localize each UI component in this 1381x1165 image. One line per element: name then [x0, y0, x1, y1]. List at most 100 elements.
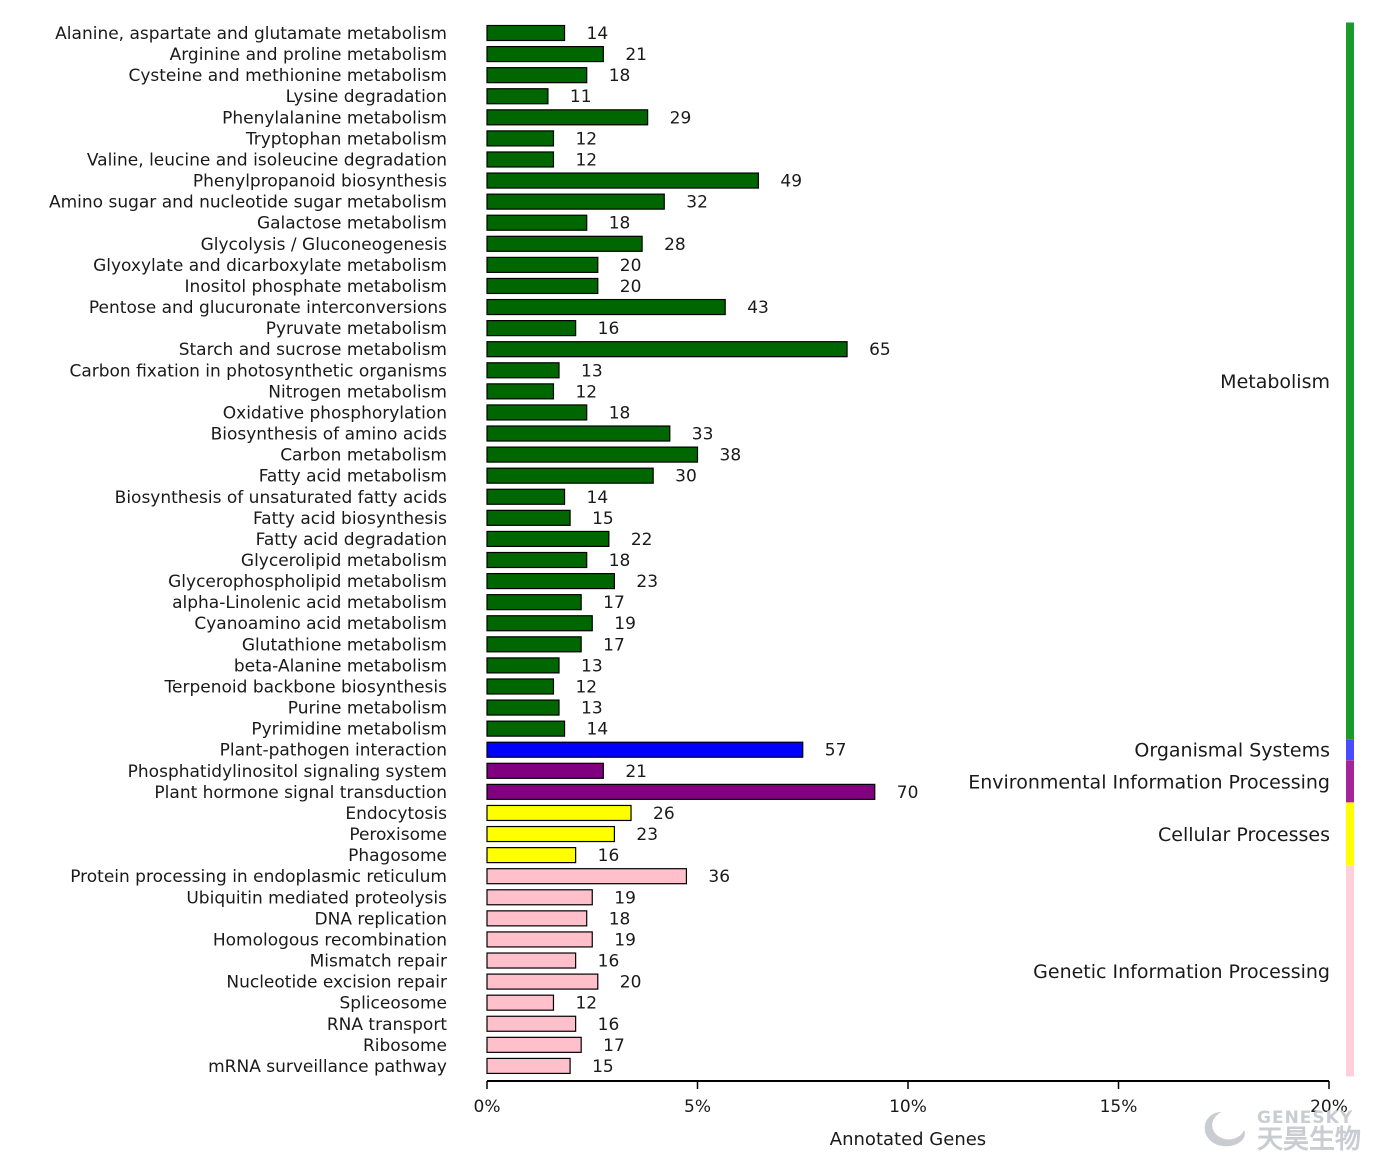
bar-nitrogen-metabolism: [486, 383, 555, 400]
group-label-cellular-processes: Cellular Processes: [1158, 824, 1330, 846]
category-label-phenylpropanoid-biosynthesis: Phenylpropanoid biosynthesis: [193, 172, 447, 192]
value-label-phagosome: 16: [598, 846, 620, 866]
group-labels-group: Metabolism Organismal Systems Environmenta…: [968, 371, 1330, 983]
category-label-mismatch-repair: Mismatch repair: [310, 952, 447, 972]
value-label-starch-and-sucrose-metabolism: 65: [869, 340, 891, 360]
x-tick-label: 5%: [684, 1097, 711, 1117]
value-label-pyruvate-metabolism: 16: [598, 319, 620, 339]
bar-carbon-metabolism: [486, 446, 699, 463]
category-label-fatty-acid-biosynthesis: Fatty acid biosynthesis: [253, 509, 447, 529]
category-label-alanine-aspartate-and-glutamate-metabolism: Alanine, aspartate and glutamate metabol…: [55, 24, 447, 44]
category-label-fatty-acid-metabolism: Fatty acid metabolism: [259, 467, 447, 487]
category-label-mrna-surveillance-pathway: mRNA surveillance pathway: [208, 1057, 447, 1077]
bar-alanine-aspartate-and-glutamate-metabolism: [486, 24, 566, 42]
x-tick-label: 0%: [474, 1097, 501, 1117]
group-label-environmental-information-processing: Environmental Information Processing: [968, 771, 1330, 793]
bar-carbon-fixation-in-photosynthetic-organisms: [486, 362, 560, 379]
value-label-plant-pathogen-interaction: 57: [825, 741, 847, 761]
value-label-glyoxylate-and-dicarboxylate-metabolism: 20: [620, 256, 642, 276]
x-tick-label: 15%: [1100, 1097, 1138, 1117]
bar-phenylalanine-metabolism: [486, 109, 649, 126]
watermark-cn: 天昊生物: [1257, 1125, 1361, 1155]
value-label-pyrimidine-metabolism: 14: [587, 720, 609, 740]
value-label-carbon-fixation-in-photosynthetic-organisms: 13: [581, 361, 603, 381]
value-label-fatty-acid-biosynthesis: 15: [592, 509, 614, 529]
category-label-nucleotide-excision-repair: Nucleotide excision repair: [226, 973, 447, 993]
value-label-homologous-recombination: 19: [614, 930, 636, 950]
value-label-glycerophospholipid-metabolism: 23: [636, 572, 658, 592]
bar-glycerolipid-metabolism: [486, 551, 588, 569]
value-label-beta-alanine-metabolism: 13: [581, 656, 603, 676]
value-label-dna-replication: 18: [609, 909, 631, 929]
value-label-biosynthesis-of-amino-acids: 33: [692, 425, 714, 445]
category-label-beta-alanine-metabolism: beta-Alanine metabolism: [234, 656, 447, 676]
group-strip-cellular-processes: [1346, 802, 1354, 866]
bar-purine-metabolism: [486, 699, 560, 716]
value-label-ubiquitin-mediated-proteolysis: 19: [614, 888, 636, 908]
bar-galactose-metabolism: [486, 214, 588, 231]
x-tick-label: 10%: [889, 1097, 927, 1117]
value-label-galactose-metabolism: 18: [609, 214, 631, 234]
x-ticks-group: 0% 5% 10% 15% 20%: [474, 1081, 1348, 1117]
bar-biosynthesis-of-unsaturated-fatty-acids: [486, 488, 566, 505]
value-label-carbon-metabolism: 38: [720, 446, 742, 466]
bar-plant-hormone-signal-transduction: [486, 783, 876, 800]
bar-pentose-and-glucuronate-interconversions: [486, 298, 726, 316]
x-tick-label: 20%: [1310, 1097, 1348, 1117]
bar-valine-leucine-and-isoleucine-degradation: [486, 151, 555, 168]
value-label-cyanoamino-acid-metabolism: 19: [614, 614, 636, 634]
category-label-amino-sugar-and-nucleotide-sugar-metabolism: Amino sugar and nucleotide sugar metabol…: [49, 193, 447, 213]
group-color-strips: [1346, 22, 1354, 1077]
category-label-inositol-phosphate-metabolism: Inositol phosphate metabolism: [185, 277, 447, 297]
value-label-purine-metabolism: 13: [581, 699, 603, 719]
value-label-biosynthesis-of-unsaturated-fatty-acids: 14: [587, 488, 609, 508]
value-label-ribosome: 17: [603, 1036, 625, 1056]
bar-glycolysis-gluconeogenesis: [486, 235, 643, 252]
category-label-valine-leucine-and-isoleucine-degradation: Valine, leucine and isoleucine degradati…: [87, 150, 447, 170]
bar-ribosome: [486, 1036, 582, 1053]
bar-beta-alanine-metabolism: [486, 657, 560, 674]
value-label-mrna-surveillance-pathway: 15: [592, 1057, 614, 1077]
value-label-alpha-linolenic-acid-metabolism: 17: [603, 593, 625, 613]
bar-oxidative-phosphorylation: [486, 404, 588, 421]
genesky-watermark: GENESKY 天昊生物: [1204, 1108, 1361, 1155]
bar-glutathione-metabolism: [486, 636, 582, 653]
category-label-arginine-and-proline-metabolism: Arginine and proline metabolism: [170, 45, 447, 65]
bar-arginine-and-proline-metabolism: [486, 45, 604, 63]
group-strip-organismal-systems: [1346, 739, 1354, 761]
category-label-pyrimidine-metabolism: Pyrimidine metabolism: [251, 720, 447, 740]
category-label-alpha-linolenic-acid-metabolism: alpha-Linolenic acid metabolism: [172, 593, 447, 613]
bar-dna-replication: [486, 910, 588, 927]
category-label-phosphatidylinositol-signaling-system: Phosphatidylinositol signaling system: [128, 762, 447, 782]
group-strip-genetic-information-processing: [1346, 865, 1354, 1077]
genesky-logo-icon: [1204, 1112, 1245, 1147]
category-label-oxidative-phosphorylation: Oxidative phosphorylation: [223, 403, 447, 423]
category-label-dna-replication: DNA replication: [315, 909, 447, 929]
category-label-glycolysis-gluconeogenesis: Glycolysis / Gluconeogenesis: [201, 235, 448, 255]
bar-amino-sugar-and-nucleotide-sugar-metabolism: [486, 193, 665, 210]
category-label-lysine-degradation: Lysine degradation: [286, 87, 447, 107]
category-label-pentose-and-glucuronate-interconversions: Pentose and glucuronate interconversions: [89, 298, 447, 318]
value-label-pentose-and-glucuronate-interconversions: 43: [747, 298, 769, 318]
value-label-plant-hormone-signal-transduction: 70: [897, 783, 919, 803]
bar-fatty-acid-degradation: [486, 530, 610, 548]
category-label-carbon-metabolism: Carbon metabolism: [280, 446, 447, 466]
value-label-glycerolipid-metabolism: 18: [609, 551, 631, 571]
category-label-phagosome: Phagosome: [348, 846, 447, 866]
bar-nucleotide-excision-repair: [486, 973, 599, 990]
category-label-glycerolipid-metabolism: Glycerolipid metabolism: [241, 551, 447, 571]
bar-homologous-recombination: [486, 931, 593, 948]
category-label-purine-metabolism: Purine metabolism: [288, 699, 447, 719]
category-label-spliceosome: Spliceosome: [339, 994, 447, 1014]
bar-peroxisome: [486, 825, 616, 843]
category-label-cysteine-and-methionine-metabolism: Cysteine and methionine metabolism: [128, 66, 447, 86]
category-label-nitrogen-metabolism: Nitrogen metabolism: [268, 382, 447, 402]
bar-terpenoid-backbone-biosynthesis: [486, 678, 555, 695]
value-label-endocytosis: 26: [653, 804, 675, 824]
group-label-metabolism: Metabolism: [1220, 371, 1330, 393]
category-label-galactose-metabolism: Galactose metabolism: [257, 214, 447, 234]
category-label-biosynthesis-of-unsaturated-fatty-acids: Biosynthesis of unsaturated fatty acids: [115, 488, 447, 508]
category-label-endocytosis: Endocytosis: [345, 804, 447, 824]
value-label-nitrogen-metabolism: 12: [575, 382, 597, 402]
